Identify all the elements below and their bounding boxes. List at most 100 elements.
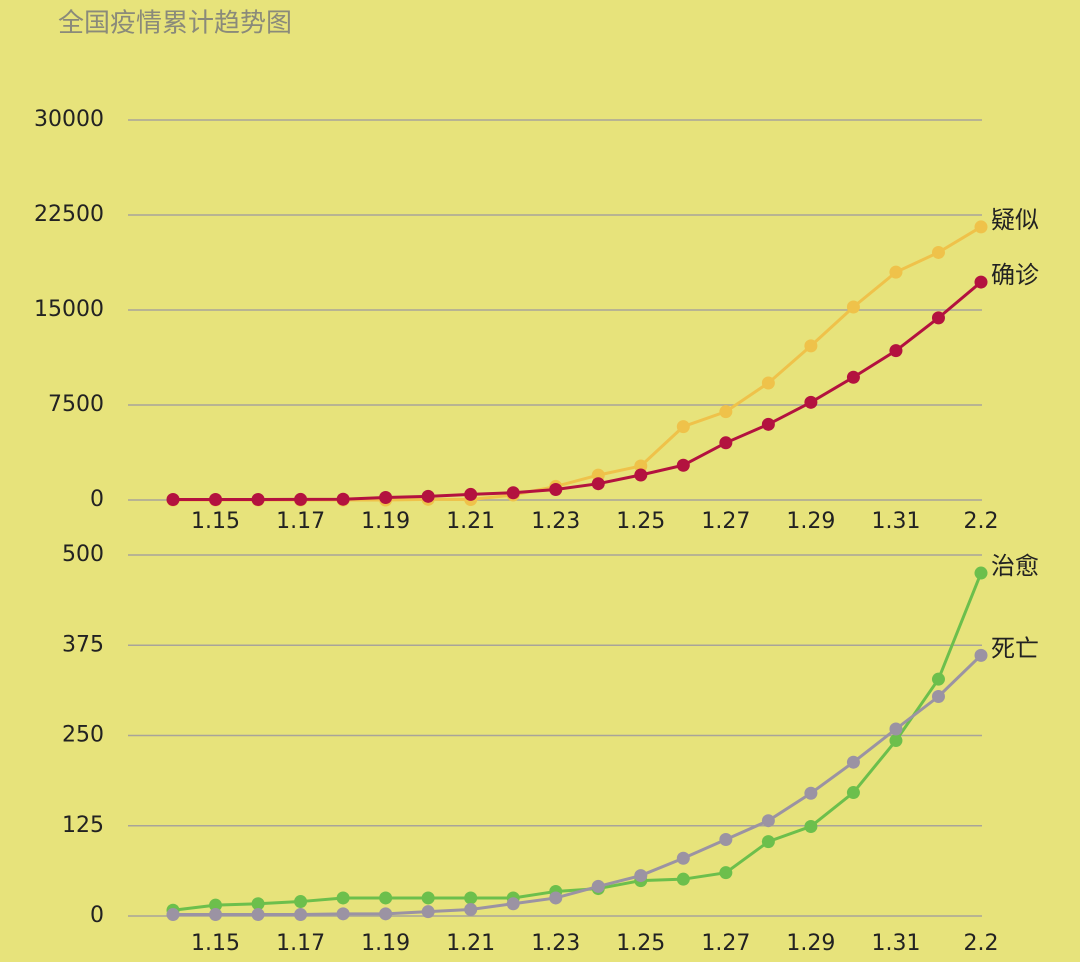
point	[931, 245, 945, 259]
y-tick-label: 500	[62, 542, 104, 567]
point	[804, 395, 818, 409]
point	[166, 908, 180, 922]
point	[804, 819, 818, 833]
point	[464, 891, 478, 905]
x-tick-label: 1.23	[531, 931, 580, 956]
x-tick-label: 2.2	[964, 931, 999, 956]
point	[761, 835, 775, 849]
point	[251, 908, 265, 922]
y-tick-label: 125	[62, 813, 104, 838]
point	[379, 490, 393, 504]
point	[506, 486, 520, 500]
point	[549, 891, 563, 905]
point	[804, 339, 818, 353]
x-tick-label: 1.27	[701, 931, 750, 956]
point	[931, 311, 945, 325]
x-tick-label: 1.31	[871, 931, 920, 956]
point	[761, 376, 775, 390]
point	[421, 905, 435, 919]
point	[634, 459, 648, 473]
point	[591, 879, 605, 893]
point	[676, 872, 690, 886]
y-tick-label: 22500	[34, 202, 104, 227]
point	[974, 648, 988, 662]
point	[846, 786, 860, 800]
point	[719, 436, 733, 450]
point	[209, 898, 223, 912]
point	[889, 734, 903, 748]
y-tick-label: 375	[62, 632, 104, 657]
point	[889, 265, 903, 279]
point	[379, 891, 393, 905]
series-label: 确诊	[991, 261, 1039, 289]
point	[506, 897, 520, 911]
point	[294, 895, 308, 909]
x-tick-label: 1.29	[786, 509, 835, 534]
chart-title: 全国疫情累计趋势图	[58, 9, 292, 39]
x-tick-label: 1.29	[786, 931, 835, 956]
point	[846, 370, 860, 384]
point	[294, 492, 308, 506]
x-tick-label: 1.15	[191, 931, 240, 956]
point	[294, 908, 308, 922]
point	[251, 492, 265, 506]
x-tick-label: 1.15	[191, 509, 240, 534]
series-label: 死亡	[991, 634, 1039, 662]
point	[974, 275, 988, 289]
x-tick-label: 1.25	[616, 509, 665, 534]
series-line	[173, 654, 983, 917]
point	[591, 477, 605, 491]
point	[931, 690, 945, 704]
x-tick-label: 1.17	[276, 931, 325, 956]
point	[464, 487, 478, 501]
y-tick-label: 250	[62, 723, 104, 748]
point	[974, 220, 988, 234]
point	[676, 458, 690, 472]
point	[251, 897, 265, 911]
x-tick-label: 1.23	[531, 509, 580, 534]
point	[209, 492, 223, 506]
point	[804, 786, 818, 800]
point	[676, 851, 690, 865]
y-tick-label: 0	[90, 903, 104, 928]
point	[336, 492, 350, 506]
point	[549, 482, 563, 496]
x-tick-label: 1.21	[446, 509, 495, 534]
point	[634, 468, 648, 482]
point	[719, 405, 733, 419]
point	[336, 907, 350, 921]
point	[889, 722, 903, 736]
point	[634, 869, 648, 883]
y-tick-label: 30000	[34, 107, 104, 132]
point	[846, 300, 860, 314]
y-tick-label: 7500	[48, 392, 104, 417]
point	[379, 907, 393, 921]
point	[931, 672, 945, 686]
series-line	[173, 280, 982, 501]
point	[761, 814, 775, 828]
x-tick-label: 1.17	[276, 509, 325, 534]
x-tick-label: 1.21	[446, 931, 495, 956]
point	[676, 420, 690, 434]
point	[846, 755, 860, 769]
x-tick-label: 1.25	[616, 931, 665, 956]
point	[166, 492, 180, 506]
point	[209, 908, 223, 922]
x-tick-label: 1.27	[701, 509, 750, 534]
point	[719, 866, 733, 880]
point	[336, 891, 350, 905]
series-label: 疑似	[991, 206, 1039, 234]
series-line	[172, 572, 983, 912]
point	[464, 903, 478, 917]
y-tick-label: 15000	[34, 297, 104, 322]
point	[889, 344, 903, 358]
point	[974, 566, 988, 580]
x-tick-label: 1.19	[361, 931, 410, 956]
point	[719, 832, 733, 846]
point	[761, 417, 775, 431]
point	[421, 489, 435, 503]
point	[421, 891, 435, 905]
series-label: 治愈	[991, 552, 1039, 580]
